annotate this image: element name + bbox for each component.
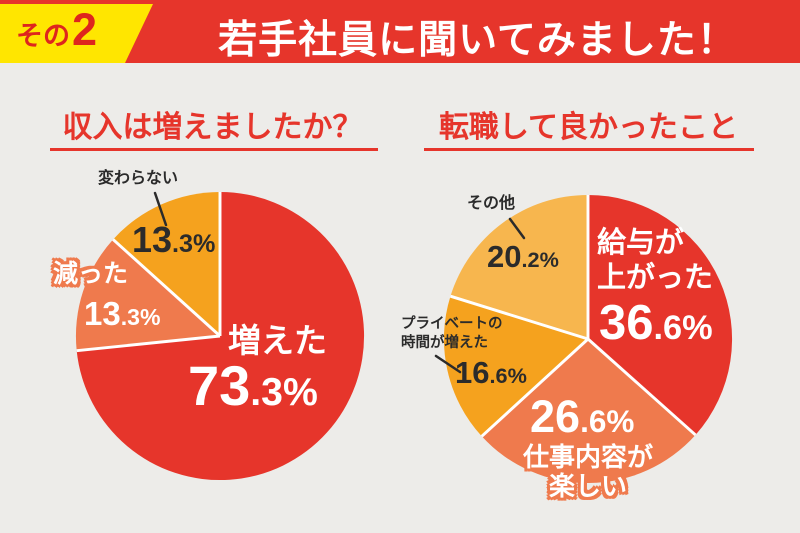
slice-label-sonota: その他 xyxy=(467,195,516,212)
slice-separator xyxy=(480,337,589,438)
pie-slice-3 xyxy=(450,194,588,339)
slice-value-private: 16.6% xyxy=(455,355,527,390)
right-chart-title: 転職して良かったこと xyxy=(438,111,739,144)
slice-label-kyuyo: 給与が 上がった xyxy=(597,227,714,294)
right-title-underline xyxy=(424,148,754,151)
header-badge-label: その 2 xyxy=(16,0,97,60)
header-badge xyxy=(0,4,153,63)
left-title-underline xyxy=(50,148,378,151)
badge-number: 2 xyxy=(72,4,98,55)
slice-label-shigoto: 仕事内容が 楽しい xyxy=(522,442,653,502)
slice-value-hetta: 13.3% xyxy=(84,295,161,332)
pie-slice-2 xyxy=(443,296,588,437)
slice-separator xyxy=(450,294,589,341)
slice-label-fueta: 増えた xyxy=(228,322,327,359)
slice-value-kyuyo: 36.6% xyxy=(599,296,713,350)
slice-separator xyxy=(587,337,697,437)
pie-slice-1 xyxy=(75,239,220,351)
slice-separator xyxy=(76,334,221,353)
pie-slice-0 xyxy=(588,194,733,435)
slice-value-fueta: 73.3% xyxy=(188,354,318,417)
slice-label-kawaranai: 変わらない xyxy=(98,170,179,187)
slice-value-kawaranai: 13.3% xyxy=(132,219,216,260)
slice-value-shigoto: 26.6% xyxy=(530,391,635,442)
job-change-pie-chart xyxy=(443,194,733,484)
slice-label-hetta: 減った xyxy=(53,260,129,288)
pie-slice-2 xyxy=(113,191,220,336)
income-pie-chart xyxy=(75,191,365,481)
slice-value-sonota: 20.2% xyxy=(487,239,559,274)
badge-prefix: その xyxy=(16,21,70,51)
slice-label-private: プライベートの 時間が増えた xyxy=(401,316,503,351)
left-chart-title: 収入は増えましたか？ xyxy=(62,111,363,144)
pie-slice-1 xyxy=(481,339,696,484)
page-title: 若手社員に聞いてみました！ xyxy=(218,19,737,62)
slice-separator xyxy=(112,238,221,338)
